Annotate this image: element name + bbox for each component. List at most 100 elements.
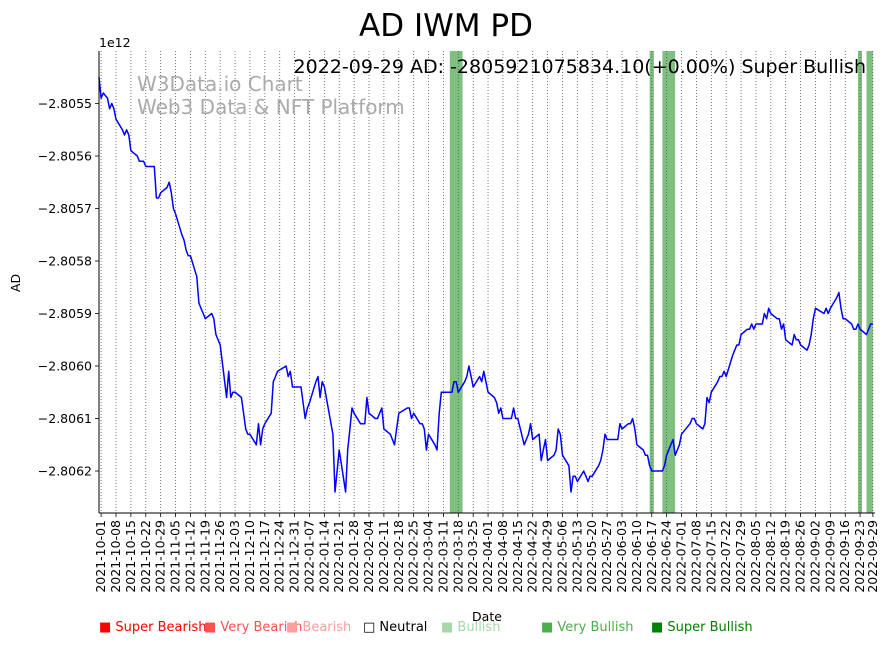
- x-tick-label: 2022-08-12: [763, 520, 778, 593]
- legend-label: Neutral: [379, 620, 428, 635]
- legend-label: Bearish: [302, 620, 352, 635]
- x-tick-label: 2021-12-03: [227, 520, 242, 593]
- legend-label: Super Bearish: [115, 620, 207, 635]
- legend-marker: ■: [541, 620, 558, 635]
- legend-item: ■ Bullish: [441, 620, 500, 635]
- legend-item: □ Neutral: [363, 620, 427, 635]
- x-tick-label: 2022-03-11: [435, 520, 450, 593]
- x-tick-label: 2022-09-09: [822, 520, 837, 593]
- legend-marker: ■: [441, 620, 458, 635]
- x-tick-label: 2022-06-10: [629, 520, 644, 593]
- legend-item: ■ Super Bearish: [99, 620, 207, 635]
- x-tick-label: 2022-05-20: [584, 520, 599, 593]
- y-tick-label: −2.8061: [38, 411, 92, 426]
- x-tick-label: 2022-03-18: [450, 520, 465, 593]
- legend-label: Super Bullish: [667, 620, 753, 635]
- highlight-band-0: [449, 51, 463, 513]
- x-tick-label: 2022-01-14: [316, 520, 331, 593]
- y-axis-label: AD: [8, 274, 23, 292]
- vertical-grid: [100, 51, 874, 513]
- y-offset-label: 1e12: [99, 35, 131, 50]
- y-tick-label: −2.8056: [38, 149, 92, 164]
- x-tick-label: 2022-02-11: [376, 520, 391, 593]
- x-tick-label: 2021-10-01: [93, 520, 108, 593]
- legend-item: ■ Super Bullish: [651, 620, 753, 635]
- chart-title: AD IWM PD: [359, 8, 533, 44]
- watermark-line-2: Web3 Data & NFT Platform: [137, 95, 405, 119]
- legend-item: ■ Very Bullish: [541, 620, 633, 635]
- x-tick-label: 2021-11-19: [197, 520, 212, 593]
- x-tick-label: 2022-07-08: [688, 520, 703, 593]
- x-tick-label: 2022-09-02: [807, 520, 822, 593]
- x-tick-label: 2022-04-01: [480, 520, 495, 593]
- x-tick-label: 2022-05-27: [599, 520, 614, 593]
- y-tick-label: −2.8058: [38, 254, 92, 269]
- legend-marker: ■: [99, 620, 116, 635]
- x-tick-label: 2022-07-22: [718, 520, 733, 593]
- legend-marker: □: [363, 620, 380, 635]
- axes: 2021-10-01 2021-10-08 2021-10-15 2021-10-22…: [38, 51, 880, 593]
- chart-texts: AD IWM PD 1e12 2022-09-29 AD: -28059210758…: [8, 8, 866, 624]
- y-tick-label: −2.8060: [38, 359, 92, 374]
- x-tick-label: 2022-07-15: [703, 520, 718, 593]
- x-tick-label: 2022-04-22: [525, 520, 540, 593]
- legend-item: ■ Bearish: [286, 620, 351, 635]
- x-tick-label: 2022-08-19: [778, 520, 793, 593]
- x-tick-label: 2022-07-01: [674, 520, 689, 593]
- x-tick-label: 2022-06-24: [659, 520, 674, 593]
- legend-marker: ■: [286, 620, 303, 635]
- x-tick-label: 2022-04-15: [510, 520, 525, 593]
- x-tick-label: 2021-12-24: [272, 520, 287, 593]
- y-tick-label: −2.8055: [38, 96, 92, 111]
- x-tick-label: 2022-01-21: [331, 520, 346, 593]
- x-tick-label: 2022-01-07: [301, 520, 316, 593]
- x-tick-label: 2022-03-25: [465, 520, 480, 593]
- x-tick-label: 2022-09-23: [852, 520, 867, 593]
- x-tick-label: 2021-11-05: [168, 520, 183, 593]
- x-tick-label: 2022-02-04: [361, 520, 376, 593]
- x-tick-label: 2022-09-16: [837, 520, 852, 593]
- legend-item: ■ Very Bearish: [204, 620, 302, 635]
- x-tick-label: 2022-07-29: [733, 520, 748, 593]
- highlight-band-4: [866, 51, 873, 513]
- x-tick-label: 2022-06-03: [614, 520, 629, 593]
- x-tick-label: 2021-12-17: [257, 520, 272, 593]
- watermark-line-1: W3Data.io Chart: [137, 72, 303, 96]
- series-group: [98, 77, 873, 493]
- x-tick-label: 2022-04-08: [495, 520, 510, 593]
- x-tick-label: 2021-11-12: [182, 520, 197, 593]
- x-tick-label: 2022-02-18: [391, 520, 406, 593]
- series-line-0: [98, 77, 873, 493]
- legend-label: Very Bullish: [557, 620, 634, 635]
- x-tick-label: 2021-10-29: [153, 520, 168, 593]
- x-tick-label: 2022-08-26: [793, 520, 808, 593]
- x-tick-label: 2021-10-08: [108, 520, 123, 593]
- x-tick-label: 2021-12-31: [287, 520, 302, 593]
- x-tick-label: 2021-10-15: [123, 520, 138, 593]
- x-tick-label: 2022-04-29: [540, 520, 555, 593]
- y-tick-label: −2.8057: [38, 201, 92, 216]
- x-tick-label: 2022-06-17: [644, 520, 659, 593]
- x-tick-label: 2022-05-06: [554, 520, 569, 593]
- x-tick-label: 2021-10-22: [138, 520, 153, 593]
- highlight-bands: [449, 51, 873, 513]
- x-tick-label: 2022-08-05: [748, 520, 763, 593]
- x-tick-label: 2022-03-04: [421, 520, 436, 593]
- highlight-band-2: [662, 51, 676, 513]
- x-tick-label: 2021-11-26: [212, 520, 227, 593]
- y-tick-label: −2.8059: [38, 306, 92, 321]
- legend-marker: ■: [204, 620, 221, 635]
- legend-label: Bullish: [457, 620, 501, 635]
- x-tick-label: 2021-12-10: [242, 520, 257, 593]
- legend: ■ Super Bearish ■ Very Bearish ■ Bearish □ …: [0, 620, 893, 640]
- x-tick-label: 2022-02-25: [406, 520, 421, 593]
- x-tick-label: 2022-05-13: [569, 520, 584, 593]
- y-tick-label: −2.8062: [38, 464, 92, 479]
- latest-value-annotation: 2022-09-29 AD: -2805921075834.10(+0.00%)…: [294, 56, 866, 78]
- legend-label: Very Bearish: [220, 620, 303, 635]
- legend-marker: ■: [651, 620, 668, 635]
- x-tick-label: 2022-01-28: [346, 520, 361, 593]
- x-tick-label: 2022-09-29: [865, 520, 880, 593]
- x-axis-label: Date: [472, 609, 502, 624]
